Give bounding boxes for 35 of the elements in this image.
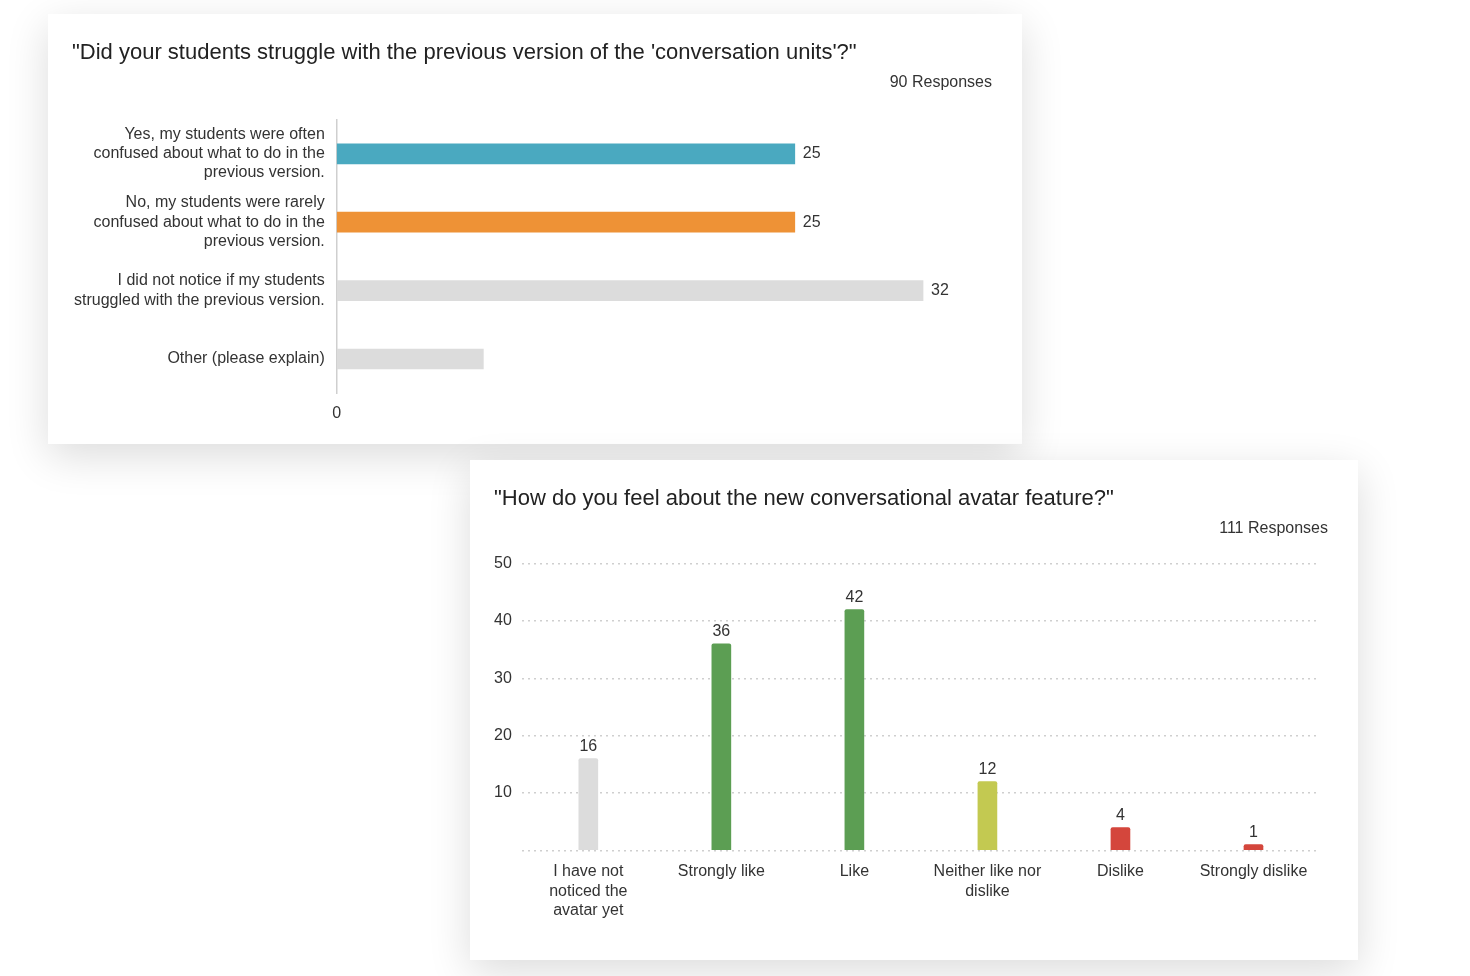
y-tick-label: I did not notice if my students struggled with the previous version. bbox=[74, 271, 325, 308]
data-label: 36 bbox=[712, 622, 731, 640]
bar bbox=[1110, 827, 1131, 850]
bar bbox=[977, 781, 998, 850]
y-tick-label: 30 bbox=[494, 668, 512, 686]
x-tick-label: Strongly like bbox=[677, 862, 766, 880]
data-label: 25 bbox=[802, 144, 821, 162]
bar bbox=[1243, 844, 1264, 850]
chart-subtitle: 111 Responses bbox=[1218, 518, 1329, 538]
bar bbox=[844, 609, 865, 850]
x-tick-label: Like bbox=[839, 862, 870, 880]
y-tick-label: Other (please explain) bbox=[167, 349, 325, 367]
data-label: 12 bbox=[978, 759, 997, 777]
x-tick-label: Strongly dislike bbox=[1199, 862, 1308, 880]
y-tick-label: 20 bbox=[494, 726, 512, 744]
bar bbox=[711, 643, 732, 850]
data-label: 1 bbox=[1249, 823, 1259, 841]
y-tick-label: 50 bbox=[494, 554, 512, 572]
x-tick-label: Dislike bbox=[1096, 862, 1145, 880]
chart-title: "How do you feel about the new conversational avatar feature?" bbox=[493, 484, 1115, 512]
chart-subtitle: 90 Responses bbox=[888, 72, 993, 92]
y-tick-label: 40 bbox=[494, 611, 512, 629]
data-label: 25 bbox=[802, 212, 821, 230]
data-label: 4 bbox=[1116, 805, 1125, 823]
x-tick-label: Neither like nor dislike bbox=[933, 862, 1042, 899]
data-label: 16 bbox=[579, 737, 598, 755]
y-tick-label: Yes, my students were often confused about what to do in the previous version. bbox=[93, 125, 325, 181]
text: 0 bbox=[332, 403, 342, 421]
x-tick-label: I have not noticed the avatar yet bbox=[549, 862, 628, 918]
chart-title: "Did your students struggle with the previous version of the 'conversation units'?" bbox=[71, 38, 858, 66]
data-label: 42 bbox=[845, 587, 864, 605]
y-tick-label: No, my students were rarely confused about what to do in the previous version. bbox=[93, 193, 325, 249]
y-tick-label: 10 bbox=[494, 783, 512, 801]
bar bbox=[578, 758, 599, 850]
data-label: 32 bbox=[931, 281, 949, 299]
